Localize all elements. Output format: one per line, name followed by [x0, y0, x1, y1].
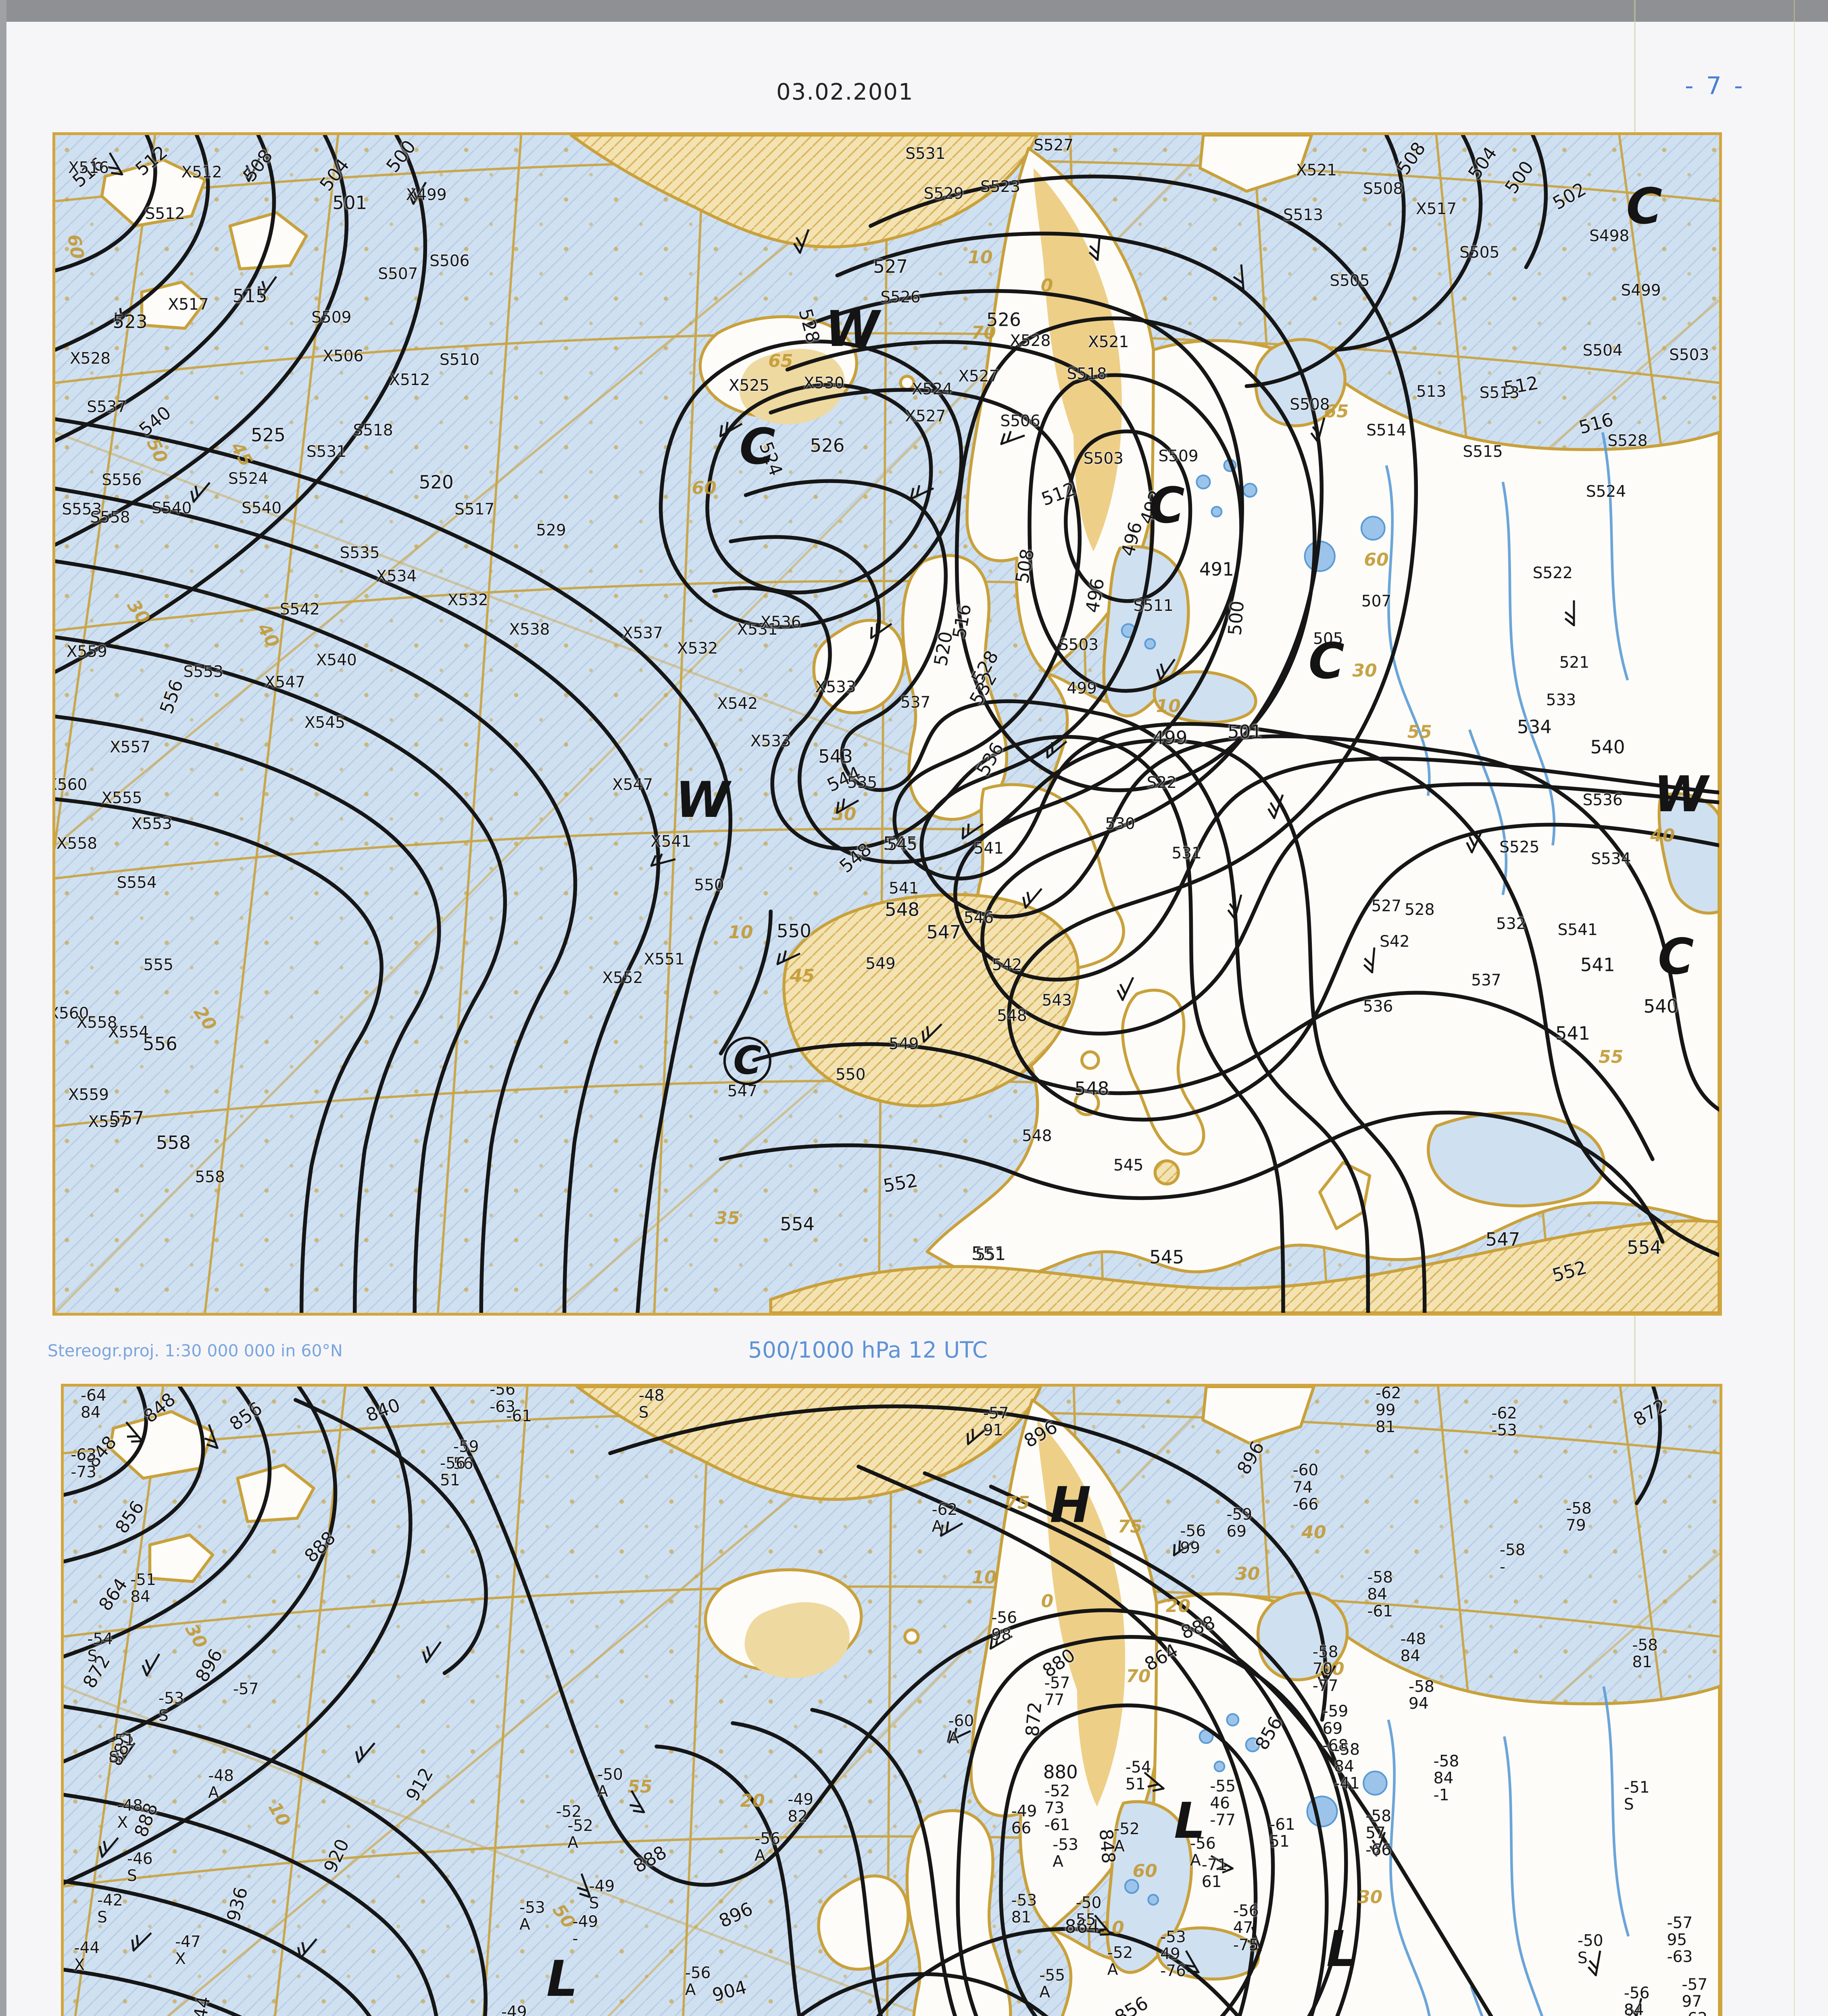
map-300-hpa: 7575100302040706030601055204550351025206… [61, 1384, 1722, 2016]
scan-edge-top [0, 0, 1828, 22]
scan-edge-left [0, 0, 6, 2016]
page-date: 03.02.2001 [776, 79, 914, 105]
map2-isohypses [64, 1387, 1662, 2016]
page-number: - 7 - [1685, 72, 1745, 100]
map1-isohypses [55, 135, 1719, 1313]
caption-row: Stereogr.proj. 1:30 000 000 in 60°N 500/… [0, 1330, 1828, 1378]
map1-caption: 500/1000 hPa 12 UTC [748, 1337, 988, 1363]
map-500-1000-hpa: 60 50 45 40 30 60 65 70 10 0 65 60 30 55 10 50 45 10 35 20 5… [52, 132, 1722, 1316]
map1-basemap [55, 135, 1719, 1313]
map2-basemap [64, 1387, 1720, 2016]
projection-note: Stereogr.proj. 1:30 000 000 in 60°N [48, 1341, 343, 1360]
scan-artifact-line [1794, 0, 1795, 2016]
